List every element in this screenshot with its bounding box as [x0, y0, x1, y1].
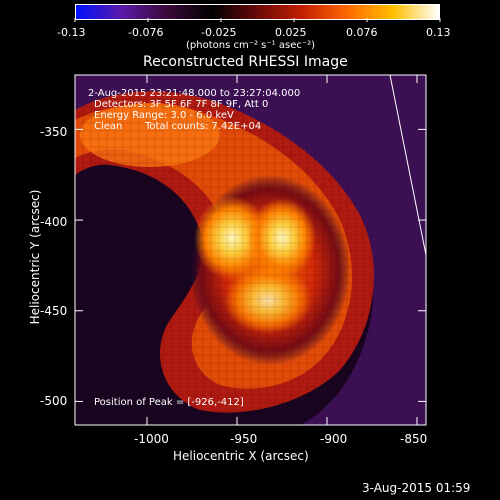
x-tick-label: -850 [400, 432, 428, 446]
y-axis-title: Heliocentric Y (arcsec) [28, 189, 42, 325]
y-tick-label: -400 [40, 215, 68, 229]
peak-position-text: Position of Peak = [-926,-412] [94, 397, 244, 408]
colorbar-tick-label: -0.025 [201, 26, 237, 39]
colorbar-tick-label: 0.076 [346, 26, 378, 39]
colorbar-tick-label: 0.025 [275, 26, 307, 39]
pixel-grid [75, 75, 426, 425]
y-tick-label: -500 [40, 394, 68, 408]
colorbar-tick-label: -0.076 [128, 26, 164, 39]
plot-title: Reconstructed RHESSI Image [143, 54, 348, 70]
arc-highlight [80, 103, 220, 167]
x-tick-label: -900 [320, 432, 348, 446]
bright-source-left [194, 196, 270, 280]
bright-source-right [248, 198, 316, 278]
colorbar-ticks [74, 18, 441, 22]
time-range-text: 2-Aug-2015 23:21:48.000 to 23:27:04.000 [88, 88, 301, 99]
image-area [75, 75, 426, 425]
x-axis-title: Heliocentric X (arcsec) [173, 449, 309, 463]
colorbar-unit-label: (photons cm⁻² s⁻¹ asec⁻²) [186, 40, 316, 51]
axis-ticks [75, 75, 426, 425]
total-counts-text: Total counts: 7.42E+04 [145, 121, 262, 132]
colorbar [75, 4, 440, 20]
x-tick-label: -950 [230, 432, 258, 446]
solar-limb-line [389, 75, 426, 256]
method-text: Clean [94, 121, 123, 132]
x-tick-label: -1000 [134, 432, 169, 446]
colorbar-tick-label: 0.13 [426, 26, 451, 39]
purple-halo [75, 75, 426, 425]
detectors-text: Detectors: 3F 5F 6F 7F 8F 9F, Att 0 [94, 99, 269, 110]
bright-source-lower [224, 266, 312, 334]
y-tick-label: -450 [40, 304, 68, 318]
energy-range-text: Energy Range: 3.0 - 6.0 keV [94, 110, 234, 121]
colorbar-tick-label: -0.13 [57, 26, 86, 39]
footer-date: 3-Aug-2015 01:59 [362, 481, 471, 495]
plot-frame [74, 74, 427, 426]
y-tick-label: -350 [40, 125, 68, 139]
